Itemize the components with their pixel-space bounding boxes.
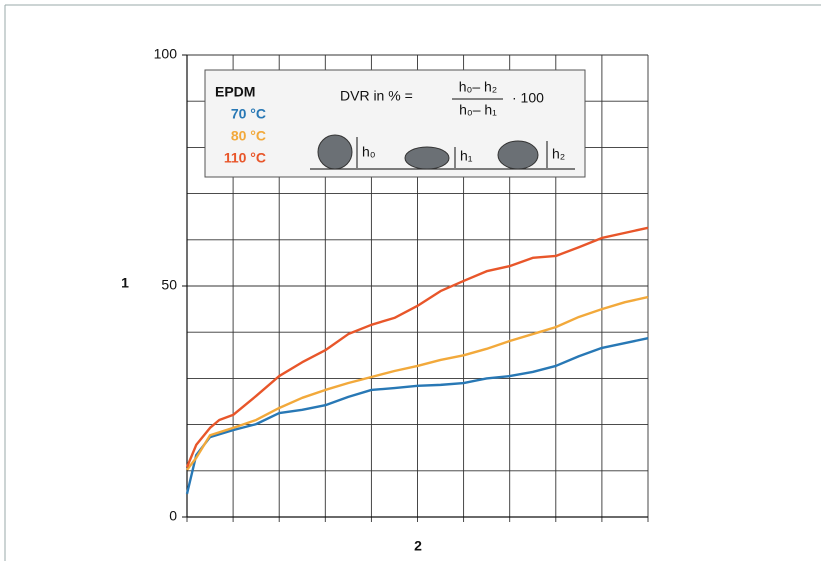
legend-title: EPDM xyxy=(215,84,255,100)
formula-factor: · 100 xyxy=(512,90,544,106)
chart: 050100 EPDM 70 °C80 °C110 °C DVR in % = … xyxy=(0,0,821,561)
sample-recovered xyxy=(498,141,538,169)
formula-denominator: h₀– h₁ xyxy=(459,102,497,118)
y-axis-title: 1 xyxy=(121,275,129,291)
legend-label: 110 °C xyxy=(224,150,266,166)
y-tick-label: 50 xyxy=(161,277,177,293)
label-h0: h₀ xyxy=(362,144,376,160)
formula-numerator: h₀– h₂ xyxy=(459,79,498,95)
x-axis-title: 2 xyxy=(414,538,422,554)
y-tick-label: 0 xyxy=(169,508,177,524)
legend-label: 80 °C xyxy=(231,128,266,144)
label-h2: h₂ xyxy=(552,146,565,162)
sample-uncompressed xyxy=(318,135,352,169)
label-h1: h₁ xyxy=(460,148,473,164)
formula-left: DVR in % = xyxy=(340,88,413,104)
sample-compressed xyxy=(405,147,449,169)
legend-label: 70 °C xyxy=(231,106,266,122)
y-tick-label: 100 xyxy=(154,46,178,62)
